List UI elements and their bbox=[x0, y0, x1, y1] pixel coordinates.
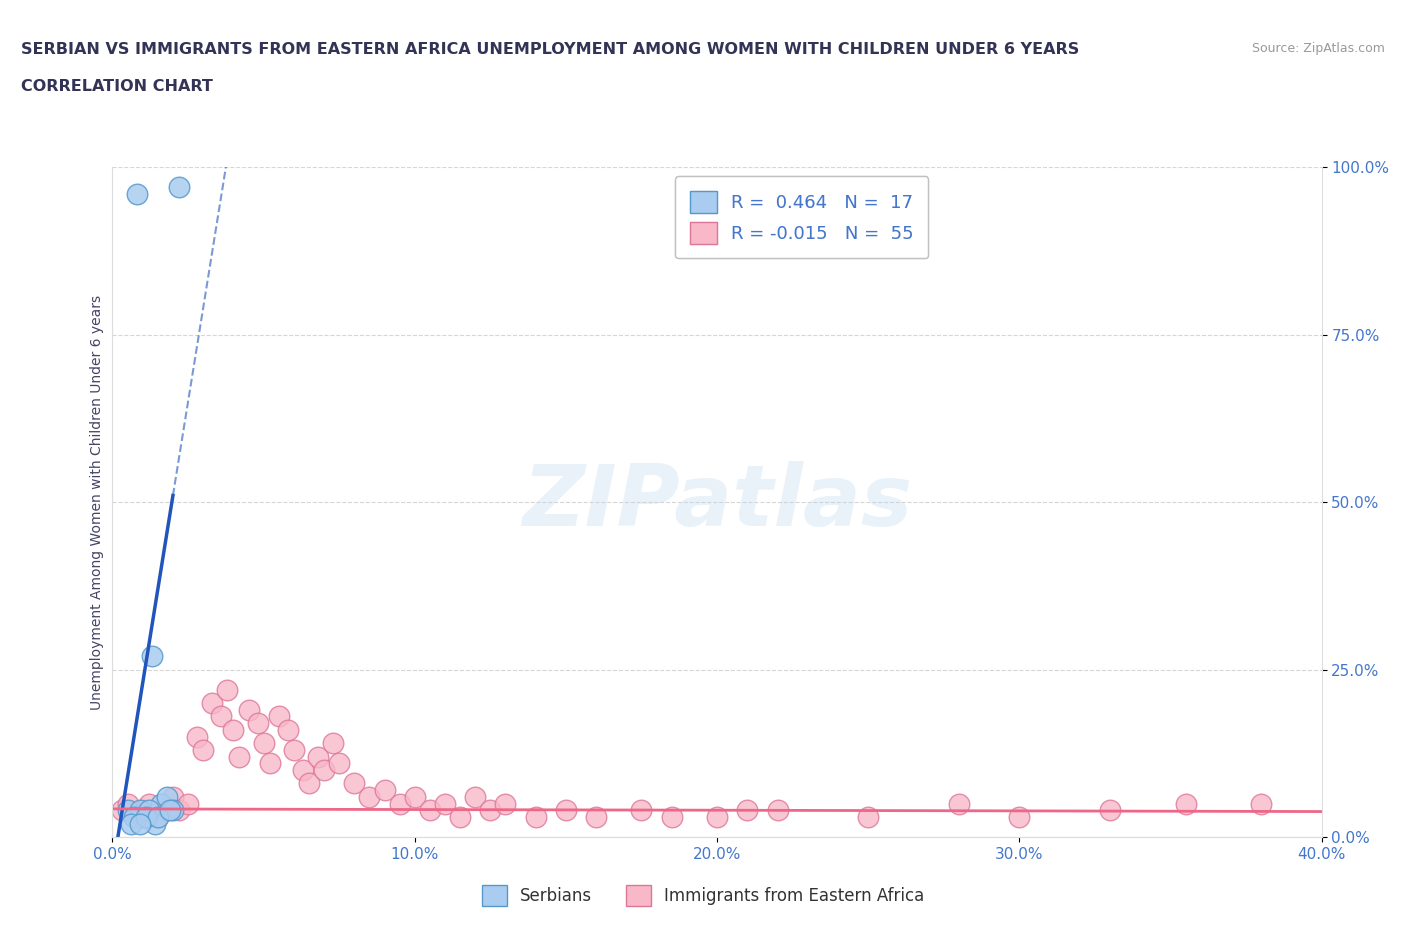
Point bbox=[948, 796, 970, 811]
Text: Source: ZipAtlas.com: Source: ZipAtlas.com bbox=[1251, 42, 1385, 55]
Text: ZIPatlas: ZIPatlas bbox=[522, 460, 912, 544]
Point bbox=[291, 763, 314, 777]
Point bbox=[149, 796, 172, 811]
Point bbox=[201, 696, 224, 711]
Point bbox=[1250, 796, 1272, 811]
Point bbox=[283, 742, 305, 757]
Point bbox=[766, 803, 789, 817]
Point bbox=[217, 683, 239, 698]
Point bbox=[125, 187, 148, 202]
Point bbox=[122, 809, 145, 824]
Point bbox=[222, 723, 245, 737]
Point bbox=[146, 809, 169, 824]
Point bbox=[322, 736, 344, 751]
Point bbox=[404, 790, 426, 804]
Point bbox=[156, 803, 179, 817]
Y-axis label: Unemployment Among Women with Children Under 6 years: Unemployment Among Women with Children U… bbox=[90, 295, 104, 710]
Point bbox=[253, 736, 276, 751]
Point bbox=[1008, 809, 1031, 824]
Point bbox=[706, 809, 728, 824]
Point bbox=[419, 803, 441, 817]
Point bbox=[117, 803, 139, 817]
Point bbox=[359, 790, 381, 804]
Point bbox=[246, 716, 269, 731]
Point bbox=[524, 809, 547, 824]
Point bbox=[135, 809, 157, 824]
Point bbox=[162, 790, 184, 804]
Point bbox=[141, 649, 163, 664]
Legend: Serbians, Immigrants from Eastern Africa: Serbians, Immigrants from Eastern Africa bbox=[475, 879, 931, 912]
Point bbox=[1098, 803, 1121, 817]
Point bbox=[132, 803, 155, 817]
Point bbox=[128, 817, 150, 831]
Point bbox=[117, 796, 139, 811]
Point bbox=[449, 809, 471, 824]
Point bbox=[464, 790, 486, 804]
Point bbox=[267, 709, 290, 724]
Point bbox=[856, 809, 880, 824]
Point bbox=[433, 796, 456, 811]
Point bbox=[138, 803, 160, 817]
Point bbox=[186, 729, 208, 744]
Point bbox=[120, 817, 142, 831]
Point bbox=[630, 803, 652, 817]
Point bbox=[661, 809, 683, 824]
Point bbox=[479, 803, 502, 817]
Legend: R =  0.464   N =  17, R = -0.015   N =  55: R = 0.464 N = 17, R = -0.015 N = 55 bbox=[675, 177, 928, 259]
Text: CORRELATION CHART: CORRELATION CHART bbox=[21, 79, 212, 94]
Point bbox=[162, 803, 184, 817]
Point bbox=[228, 750, 250, 764]
Point bbox=[110, 803, 132, 817]
Point bbox=[125, 809, 148, 824]
Point bbox=[177, 796, 200, 811]
Point bbox=[146, 809, 169, 824]
Point bbox=[554, 803, 576, 817]
Point bbox=[138, 796, 160, 811]
Point bbox=[156, 790, 179, 804]
Point bbox=[191, 742, 214, 757]
Point bbox=[209, 709, 232, 724]
Point bbox=[167, 180, 190, 195]
Point bbox=[388, 796, 411, 811]
Point bbox=[737, 803, 759, 817]
Point bbox=[343, 776, 366, 790]
Point bbox=[128, 803, 150, 817]
Point bbox=[143, 817, 166, 831]
Point bbox=[132, 809, 155, 824]
Point bbox=[238, 702, 260, 717]
Point bbox=[374, 783, 396, 798]
Point bbox=[159, 803, 181, 817]
Text: SERBIAN VS IMMIGRANTS FROM EASTERN AFRICA UNEMPLOYMENT AMONG WOMEN WITH CHILDREN: SERBIAN VS IMMIGRANTS FROM EASTERN AFRIC… bbox=[21, 42, 1080, 57]
Point bbox=[495, 796, 517, 811]
Point bbox=[1174, 796, 1197, 811]
Point bbox=[277, 723, 299, 737]
Point bbox=[328, 756, 350, 771]
Point bbox=[167, 803, 190, 817]
Point bbox=[314, 763, 336, 777]
Point bbox=[259, 756, 281, 771]
Point bbox=[307, 750, 329, 764]
Point bbox=[585, 809, 607, 824]
Point bbox=[298, 776, 321, 790]
